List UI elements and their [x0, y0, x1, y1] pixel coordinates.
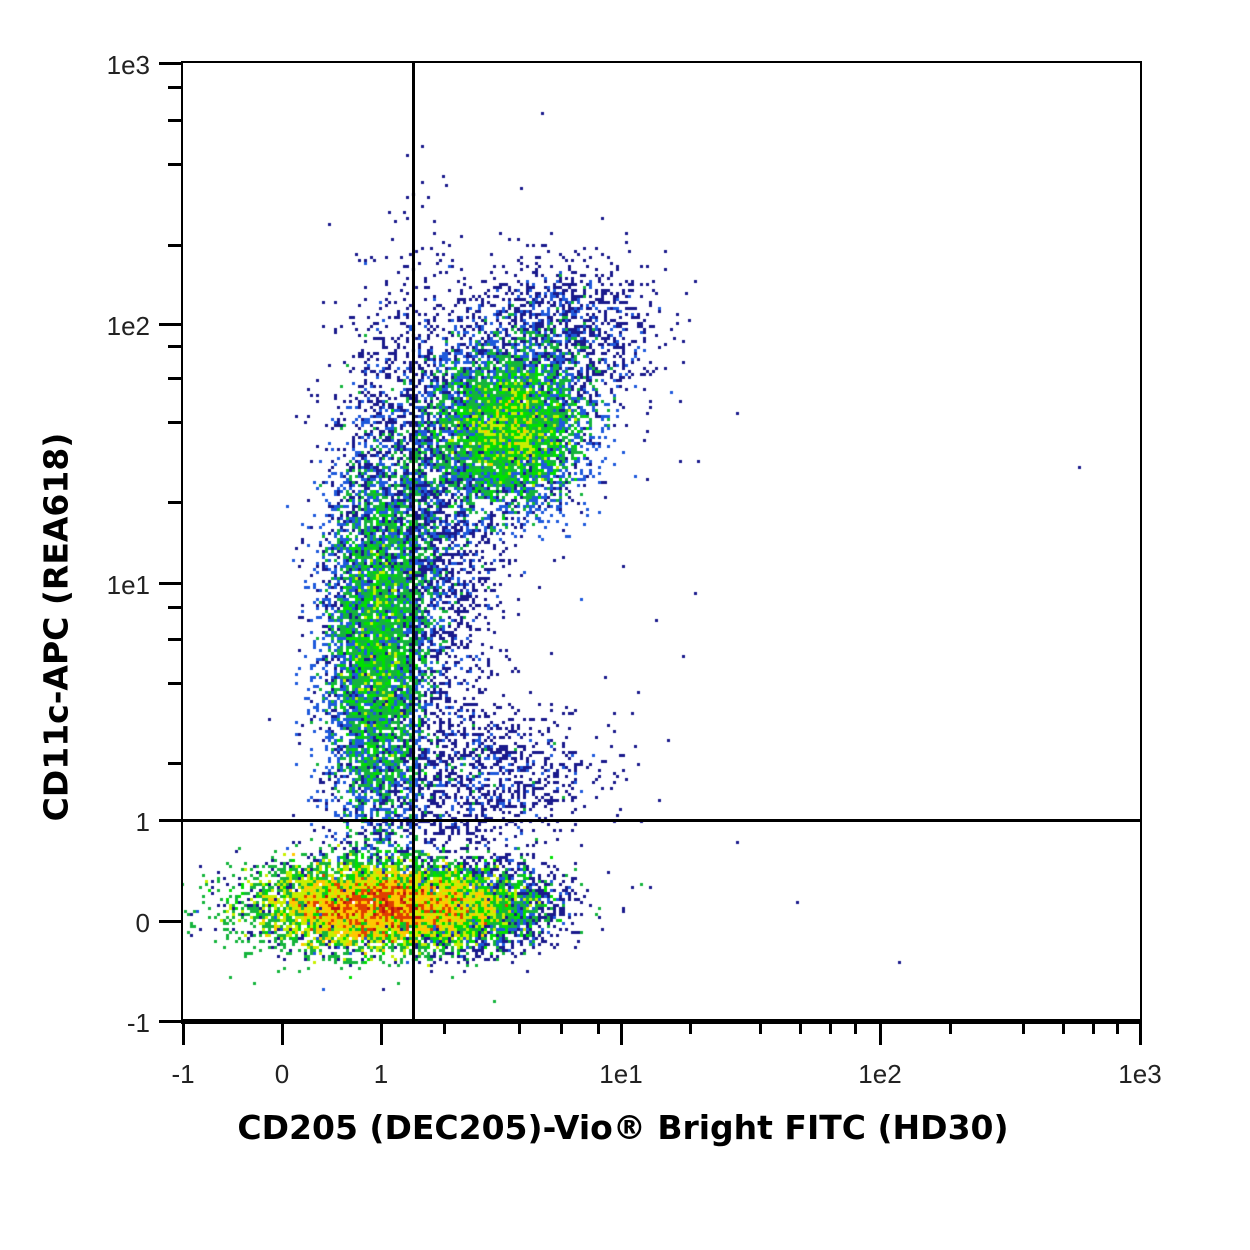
tick-mark [168, 762, 181, 765]
tick-mark [380, 1021, 383, 1045]
tick-mark [560, 1021, 563, 1034]
tick-mark [443, 1021, 446, 1034]
tick-mark [1022, 1021, 1025, 1034]
tick-mark [168, 606, 181, 609]
tick-mark [168, 345, 181, 348]
tick-mark [949, 1021, 952, 1034]
tick-mark [759, 1021, 762, 1034]
tick-mark [168, 421, 181, 424]
y-tick-label: 1e2 [106, 311, 150, 341]
tick-mark [168, 119, 181, 122]
tick-mark [159, 62, 181, 65]
tick-mark [159, 582, 181, 585]
x-tick-label: 1e1 [599, 1059, 643, 1089]
density-plot-area [181, 61, 1142, 1021]
tick-mark [799, 1021, 802, 1034]
tick-mark [159, 1020, 181, 1023]
tick-mark [168, 638, 181, 641]
tick-mark [1092, 1021, 1095, 1034]
y-axis-title: CD11c-APC (REA618) [36, 432, 76, 822]
x-axis-title: CD205 (DEC205)-Vio® Bright FITC (HD30) [237, 1108, 1009, 1147]
x-tick-label: 1e2 [858, 1059, 902, 1089]
tick-mark [689, 1021, 692, 1034]
tick-mark [168, 682, 181, 685]
tick-mark [1116, 1021, 1119, 1034]
y-tick-label: 1e1 [106, 570, 150, 600]
y-tick-label: 1e3 [106, 50, 150, 80]
tick-mark [159, 819, 181, 822]
x-tick-label: 1 [373, 1059, 389, 1089]
tick-mark [829, 1021, 832, 1034]
plot-frame [181, 61, 1142, 1021]
tick-mark [168, 244, 181, 247]
y-tick-label: -1 [126, 1008, 150, 1038]
tick-mark [518, 1021, 521, 1034]
y-tick-label: 0 [135, 908, 150, 938]
x-axis-line [181, 1021, 1142, 1024]
tick-mark [159, 323, 181, 326]
quadrant-gate-vertical[interactable] [412, 61, 415, 1021]
tick-mark [854, 1021, 857, 1034]
tick-mark [159, 920, 181, 923]
tick-mark [168, 86, 181, 89]
x-tick-label: -1 [171, 1059, 195, 1089]
tick-mark [597, 1021, 600, 1034]
quadrant-gate-horizontal[interactable] [181, 819, 1142, 822]
tick-mark [168, 377, 181, 380]
y-tick-label: 1 [135, 807, 150, 837]
tick-mark [1139, 1021, 1142, 1045]
tick-mark [281, 1021, 284, 1045]
tick-mark [168, 163, 181, 166]
x-tick-label: 1e3 [1118, 1059, 1162, 1089]
tick-mark [879, 1021, 882, 1045]
tick-mark [620, 1021, 623, 1045]
tick-mark [168, 501, 181, 504]
tick-mark [1062, 1021, 1065, 1034]
tick-mark [182, 1021, 185, 1045]
x-tick-label: 0 [274, 1059, 290, 1089]
